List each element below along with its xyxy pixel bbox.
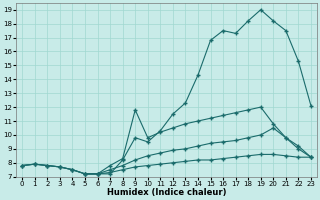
X-axis label: Humidex (Indice chaleur): Humidex (Indice chaleur): [107, 188, 226, 197]
